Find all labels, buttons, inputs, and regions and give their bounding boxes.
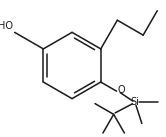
Text: Si: Si <box>131 97 140 107</box>
Text: HO: HO <box>0 21 13 31</box>
Text: O: O <box>117 85 125 95</box>
